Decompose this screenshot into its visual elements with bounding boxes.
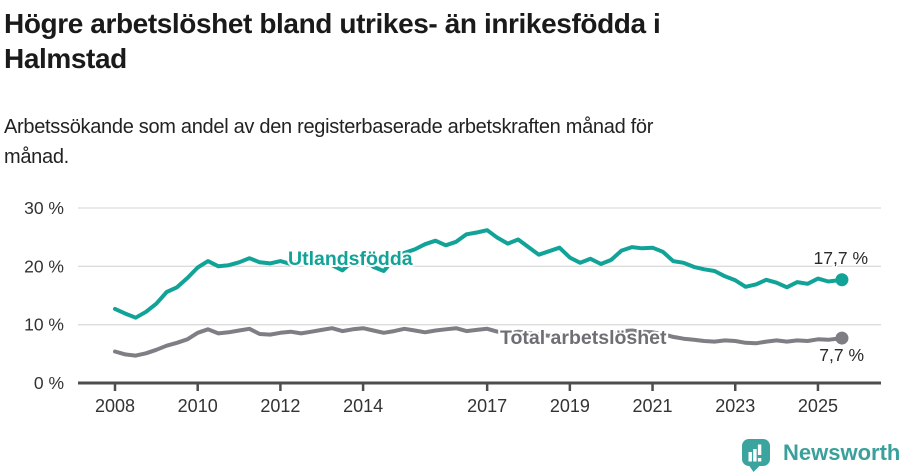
series-end-value-total-arbetsloshet: 7,7 % (819, 345, 864, 365)
series-label-total-arbetsloshet: Total arbetslöshet (500, 327, 667, 349)
unemployment-line-chart: 0 % 10 % 20 % 30 % 2008 2010 2012 2014 2017 2019 2… (24, 198, 881, 416)
x-tick-label-2012: 2012 (260, 396, 300, 416)
y-tick-label-30: 30 % (24, 198, 64, 218)
subtitle-line-1: Arbetssökande som andel av den registerb… (4, 116, 654, 138)
x-tick-label-2014: 2014 (343, 396, 383, 416)
newsworthy-logo-icon (742, 439, 770, 472)
subtitle-line-2: månad. (4, 146, 69, 168)
chart-subtitle: Arbetssökande som andel av den registerb… (4, 112, 884, 172)
footer: Newsworthy (0, 432, 900, 474)
title-line-2: Halmstad (4, 43, 127, 74)
y-tick-label-20: 20 % (24, 256, 64, 276)
x-tick-label-2019: 2019 (550, 396, 590, 416)
y-tick-label-0: 0 % (34, 373, 64, 393)
series-end-dot-utlandsfodda (835, 273, 849, 287)
x-tick-label-2008: 2008 (95, 396, 135, 416)
x-tick-label-2021: 2021 (633, 396, 673, 416)
title-line-1: Högre arbetslöshet bland utrikes- än inr… (4, 8, 661, 39)
x-tick-label-2025: 2025 (798, 396, 838, 416)
x-tick-label-2010: 2010 (178, 396, 218, 416)
y-tick-label-10: 10 % (24, 315, 64, 335)
newsworthy-wordmark: Newsworthy (783, 440, 900, 465)
x-tick-label-2023: 2023 (715, 396, 755, 416)
series-end-value-utlandsfodda: 17,7 % (814, 248, 868, 268)
series-end-dot-total-arbetsloshet (835, 331, 849, 345)
series-line-total-arbetsloshet (113, 326, 844, 358)
series-line-utlandsfodda (113, 228, 844, 320)
series-label-utlandsfodda: Utlandsfödda (288, 248, 413, 270)
x-tick-label-2017: 2017 (467, 396, 507, 416)
page-title: Högre arbetslöshet bland utrikes- än inr… (4, 6, 884, 76)
